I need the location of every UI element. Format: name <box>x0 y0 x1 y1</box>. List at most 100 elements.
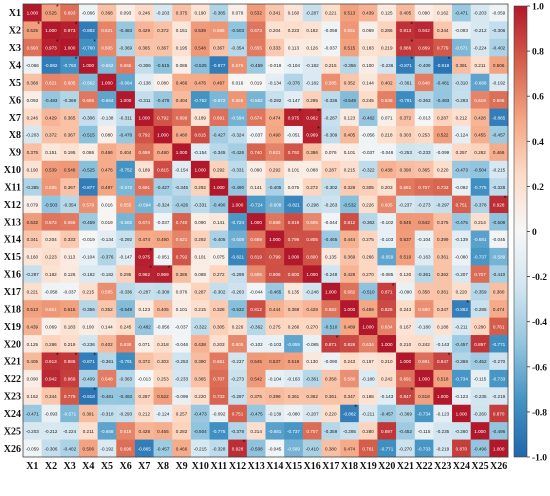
row-label: X24 <box>4 409 21 420</box>
colorbar-tick-label: -0.2 <box>532 273 547 283</box>
cell-value-label: -0.481 <box>436 80 449 85</box>
heatmap-cell <box>23 38 42 57</box>
cell-value-label: 0.361 <box>437 289 449 294</box>
heatmap-cell <box>321 108 341 127</box>
heatmap-cell <box>489 352 509 371</box>
cell-value-label: -0.733 <box>418 446 431 451</box>
cell-value-label: 0.219 <box>64 342 76 347</box>
cell-value-label: 0.444 <box>269 307 281 312</box>
heatmap-cell <box>433 282 453 301</box>
heatmap-cell <box>228 230 248 249</box>
cell-value-label: -0.369 <box>455 359 468 364</box>
cell-value-label: 0.402 <box>101 342 113 347</box>
heatmap-cell <box>284 422 304 440</box>
heatmap-cell <box>265 160 285 179</box>
cell-value-label: -0.771 <box>380 446 393 451</box>
cell-value-label: 0.648 <box>418 80 430 85</box>
cell-value-label: -0.354 <box>231 46 244 51</box>
heatmap-cell <box>246 213 266 231</box>
cell-value-label: 0.519 <box>400 255 412 260</box>
cell-value-label: -0.871 <box>399 63 412 68</box>
cell-value-label: 0.751 <box>456 202 468 207</box>
heatmap-cell <box>246 317 266 336</box>
heatmap-cell <box>414 300 434 318</box>
heatmap-cell <box>134 108 154 127</box>
cell-value-label: 0.204 <box>269 28 281 33</box>
cell-value-label: -0.013 <box>418 115 431 120</box>
cell-value-label: 0.800 <box>288 272 300 277</box>
cell-value-label: -0.056 <box>362 133 375 138</box>
cell-value-label: -0.821 <box>231 255 244 260</box>
cell-value-label: 0.211 <box>83 429 95 434</box>
cell-value-label: -0.310 <box>100 411 113 416</box>
cell-value-label: -0.410 <box>492 272 505 277</box>
heatmap-cell <box>377 56 397 74</box>
significance-marker: * <box>56 39 59 46</box>
cell-value-label: -0.147 <box>119 255 132 260</box>
cell-value-label: 0.405 <box>27 359 39 364</box>
cell-value-label: -0.233 <box>418 150 431 155</box>
cell-value-label: 1.000 <box>474 429 486 434</box>
cell-value-label: 0.215 <box>344 168 356 173</box>
heatmap-cell <box>470 265 490 284</box>
heatmap-cell <box>246 369 266 388</box>
heatmap-cell <box>153 213 173 231</box>
cell-value-label: -0.324 <box>231 133 244 138</box>
cell-value-label: 0.113 <box>288 46 300 51</box>
cell-value-label: 0.219 <box>381 46 393 51</box>
cell-value-label: -0.037 <box>63 289 76 294</box>
heatmap-cell <box>396 439 416 458</box>
cell-value-label: -0.331 <box>194 202 207 207</box>
cell-value-label: 0.466 <box>176 80 188 85</box>
heatmap-cell <box>172 195 192 214</box>
cell-value-label: -0.104 <box>287 63 300 68</box>
cell-value-label: -0.363 <box>119 377 132 382</box>
cell-value-label: -0.457 <box>156 446 169 451</box>
heatmap-cell <box>153 300 173 318</box>
cell-value-label: 0.071 <box>139 342 151 347</box>
cell-value-label: 0.341 <box>27 237 39 242</box>
heatmap-cell <box>60 195 80 214</box>
cell-value-label: -0.369 <box>399 411 412 416</box>
heatmap-cell <box>246 387 266 406</box>
cell-value-label: -0.877 <box>212 63 225 68</box>
heatmap-cell <box>209 56 229 74</box>
cell-value-label: 0.969 <box>157 272 169 277</box>
cell-value-label: -0.482 <box>138 324 151 329</box>
heatmap-cell <box>452 178 471 196</box>
heatmap-cell <box>396 422 416 440</box>
cell-value-label: 0.189 <box>139 168 151 173</box>
heatmap-cell <box>60 178 80 196</box>
heatmap-cell <box>265 230 285 249</box>
heatmap-cell <box>358 108 378 127</box>
heatmap-cell <box>190 38 210 57</box>
heatmap-cell <box>433 247 453 266</box>
heatmap-cell <box>284 21 304 40</box>
cell-value-label: -0.664 <box>100 98 113 103</box>
heatmap-cell <box>23 213 42 231</box>
significance-marker: * <box>37 21 40 28</box>
cell-value-label: -0.104 <box>418 237 431 242</box>
cell-value-label: -0.203 <box>26 429 39 434</box>
cell-value-label: 0.870 <box>456 446 468 451</box>
heatmap-cell <box>190 4 210 22</box>
cell-value-label: 0.080 <box>101 133 113 138</box>
cell-value-label: 0.071 <box>381 115 393 120</box>
cell-value-label: 0.375 <box>176 11 188 16</box>
heatmap-cell <box>190 335 210 353</box>
heatmap-cell <box>23 300 42 318</box>
heatmap-cell <box>246 91 266 109</box>
heatmap-cell <box>172 38 192 57</box>
heatmap-cell <box>246 195 266 214</box>
cell-value-label: 0.674 <box>250 115 262 120</box>
cell-value-label: -0.298 <box>306 202 319 207</box>
heatmap-cell <box>302 21 322 40</box>
cell-value-label: -0.376 <box>287 80 300 85</box>
heatmap-cell <box>302 91 322 109</box>
heatmap-cell <box>433 387 453 406</box>
heatmap-cell <box>153 143 173 162</box>
heatmap-cell <box>284 265 304 284</box>
cell-value-label: -0.385 <box>212 11 225 16</box>
heatmap-cell <box>60 335 80 353</box>
cell-value-label: 1.000 <box>45 28 57 33</box>
